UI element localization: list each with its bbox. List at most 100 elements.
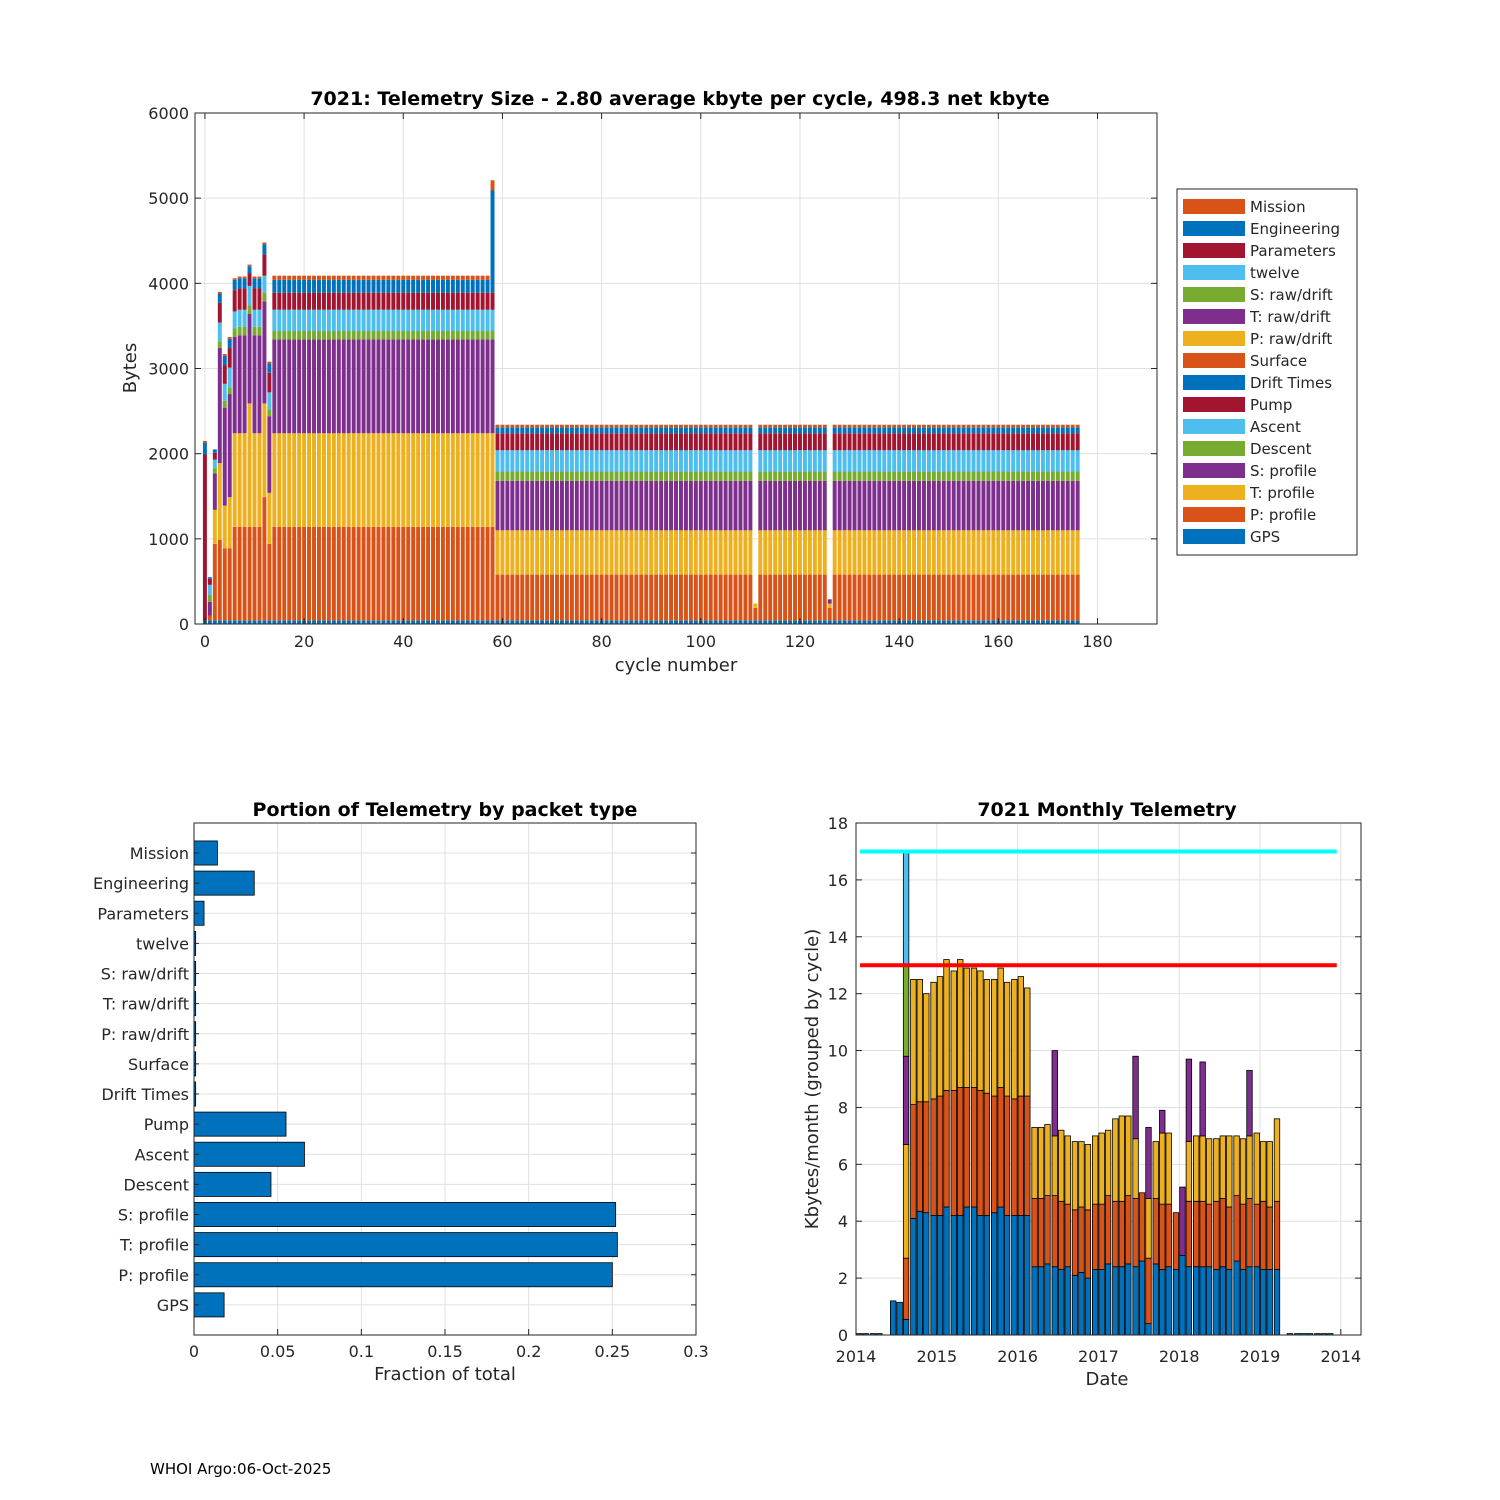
bar-segment-pump: [485, 292, 490, 310]
bar-segment-pump: [916, 433, 921, 451]
bar-segment-ascent: [1055, 450, 1060, 472]
bar-segment-mission: [683, 424, 688, 428]
bar-segment-p-profile: [505, 574, 510, 621]
bar-segment-engineering: [495, 427, 500, 434]
bar-segment-engineering: [312, 279, 316, 293]
bar-segment-engineering: [912, 427, 917, 434]
bar-segment-p-profile: [961, 574, 966, 621]
bar-segment-descent: [872, 471, 877, 481]
bar-segment-ascent: [981, 450, 986, 472]
bar-segment-ascent: [475, 309, 480, 332]
bar-segment-p-profile: [376, 526, 381, 621]
bar-segment-s-profile: [837, 480, 842, 531]
bar-segment-p-profile: [976, 574, 981, 621]
month-bar-yellow: [902, 1144, 910, 1259]
bar-segment-mission: [336, 275, 341, 280]
bar-segment-mission: [594, 424, 599, 428]
bar-segment-ascent: [371, 309, 376, 332]
bar-segment-t-profile: [535, 530, 540, 575]
bar-segment-descent: [981, 471, 986, 481]
bar-segment-ascent: [361, 309, 366, 332]
bar-segment-s-profile: [902, 480, 907, 531]
bar-segment-descent: [564, 471, 569, 481]
bar-segment-gps: [381, 620, 386, 624]
bar-segment-engineering: [381, 279, 386, 293]
bar-segment-ascent: [812, 450, 817, 472]
bar-segment-mission: [505, 424, 510, 428]
bar-segment-mission: [971, 424, 976, 428]
bar-segment-gps: [574, 620, 579, 624]
bar-segment-pump: [495, 433, 500, 451]
bar-segment-s-profile: [599, 480, 604, 531]
bar-segment-pump: [411, 292, 416, 310]
bar-segment-pump: [773, 433, 778, 451]
bar-segment-p-profile: [326, 526, 331, 621]
bar-segment-s-profile: [277, 339, 282, 434]
bar-segment-descent: [634, 471, 639, 481]
bar-segment-mission: [862, 424, 867, 428]
bar-segment-s-profile: [470, 339, 475, 434]
bar-segment-gps: [361, 620, 366, 624]
bar-segment-pump: [1050, 433, 1055, 451]
bar-segment-t-profile: [475, 433, 480, 527]
bar-segment-engineering: [986, 427, 991, 434]
month-bar-blue: [930, 1215, 937, 1336]
bar-segment-gps: [287, 620, 292, 624]
bar-segment-p-profile: [217, 539, 222, 621]
bar-segment-t-profile: [817, 530, 822, 575]
bar-segment-gps: [222, 620, 227, 624]
bar-segment-descent: [698, 471, 703, 481]
bar-segment-pump: [619, 433, 624, 451]
bar-segment-s-profile: [723, 480, 728, 531]
bar-segment-t-profile: [440, 433, 445, 527]
bar-segment-gps: [778, 620, 783, 624]
bar-segment-p-profile: [222, 548, 227, 621]
bar-segment-gps: [584, 620, 589, 624]
bar-segment-s-profile: [649, 480, 654, 531]
month-bar-yellow: [1064, 1135, 1071, 1205]
bar-segment-ascent: [604, 450, 609, 472]
bar-segment-t-profile: [1055, 530, 1060, 575]
bar-ascent: [193, 1141, 305, 1167]
bar-segment-pump: [649, 433, 654, 451]
bar-segment-ascent: [356, 309, 361, 332]
bar-segment-t-profile: [1050, 530, 1055, 575]
bar-segment-gps: [604, 620, 609, 624]
bar-segment-mission: [262, 242, 267, 245]
bar-segment-t-profile: [693, 530, 698, 575]
bar-segment-p-profile: [971, 574, 976, 621]
bar-segment-engineering: [540, 427, 545, 434]
bar-segment-p-profile: [589, 574, 594, 621]
month-bar-blue: [1273, 1269, 1281, 1336]
bar-segment-mission: [892, 424, 897, 428]
bar-segment-gps: [758, 620, 763, 624]
bar-segment-engineering: [475, 279, 480, 293]
bar-segment-s-profile: [450, 339, 455, 434]
bar-segment-p-profile: [926, 574, 931, 621]
bar-segment-pump: [500, 433, 505, 451]
bar-segment-mission: [450, 275, 455, 280]
month-bar-yellow: [1084, 1144, 1092, 1211]
bar-segment-p-profile: [688, 574, 693, 621]
month-bar-orange: [1112, 1200, 1119, 1268]
bar-segment-ascent: [1036, 450, 1040, 472]
bar-segment-pump: [356, 292, 361, 310]
bar-segment-descent: [1045, 471, 1050, 481]
bar-segment-descent: [247, 305, 252, 314]
y-tick-label: 3000: [148, 360, 189, 379]
bar-segment-descent: [788, 471, 793, 481]
bar-segment-p-profile: [827, 607, 832, 621]
bar-segment-descent: [1055, 471, 1060, 481]
month-bar-blue: [1044, 1263, 1051, 1336]
bar-segment-ascent: [936, 450, 941, 472]
bar-segment-t-profile: [406, 433, 411, 527]
bar-segment-ascent: [688, 450, 693, 472]
bar-segment-gps: [510, 620, 515, 624]
month-bar-blue: [1185, 1266, 1193, 1336]
bar-segment-mission: [326, 275, 331, 280]
bar-segment-descent: [758, 471, 763, 481]
bar-segment-engineering: [227, 338, 232, 349]
month-bar-blue: [916, 1210, 923, 1336]
bar-segment-pump: [267, 372, 272, 393]
bar-segment-pump: [550, 433, 555, 451]
